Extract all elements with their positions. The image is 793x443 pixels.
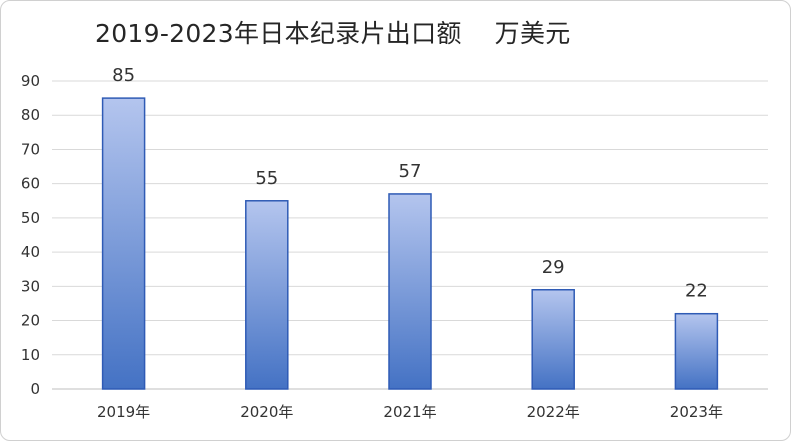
data-label: 29 <box>542 257 565 278</box>
x-tick-label: 2022年 <box>527 403 580 421</box>
x-tick-label: 2023年 <box>670 403 723 421</box>
data-label: 55 <box>255 168 278 189</box>
labels: 85 2019年 55 2020年 57 2021年 29 2022年 22 2023年 <box>97 65 723 421</box>
bar <box>388 193 432 390</box>
y-tick-label: 70 <box>21 140 40 158</box>
data-label: 85 <box>112 65 135 86</box>
y-tick-label: 60 <box>21 175 40 193</box>
bar <box>101 97 146 390</box>
y-tick-label: 90 <box>21 72 40 90</box>
y-tick-label: 0 <box>30 380 40 398</box>
chart-title: 2019-2023年日本纪录片出口额 万美元 <box>95 19 571 48</box>
y-tick-label: 30 <box>21 277 40 295</box>
data-label: 57 <box>399 161 422 182</box>
bar <box>531 289 575 390</box>
x-tick-label: 2019年 <box>97 403 150 421</box>
data-label: 22 <box>685 281 708 302</box>
y-tick-label: 20 <box>21 312 40 330</box>
axes: 0 10 20 30 40 50 60 70 80 90 <box>21 72 768 398</box>
bar <box>245 200 289 390</box>
x-tick-label: 2020年 <box>240 403 293 421</box>
bar <box>674 312 719 390</box>
bars <box>101 97 719 390</box>
y-tick-label: 40 <box>21 243 40 261</box>
y-tick-label: 10 <box>21 346 40 364</box>
y-tick-label: 50 <box>21 209 40 227</box>
y-tick-label: 80 <box>21 106 40 124</box>
x-tick-label: 2021年 <box>383 403 436 421</box>
